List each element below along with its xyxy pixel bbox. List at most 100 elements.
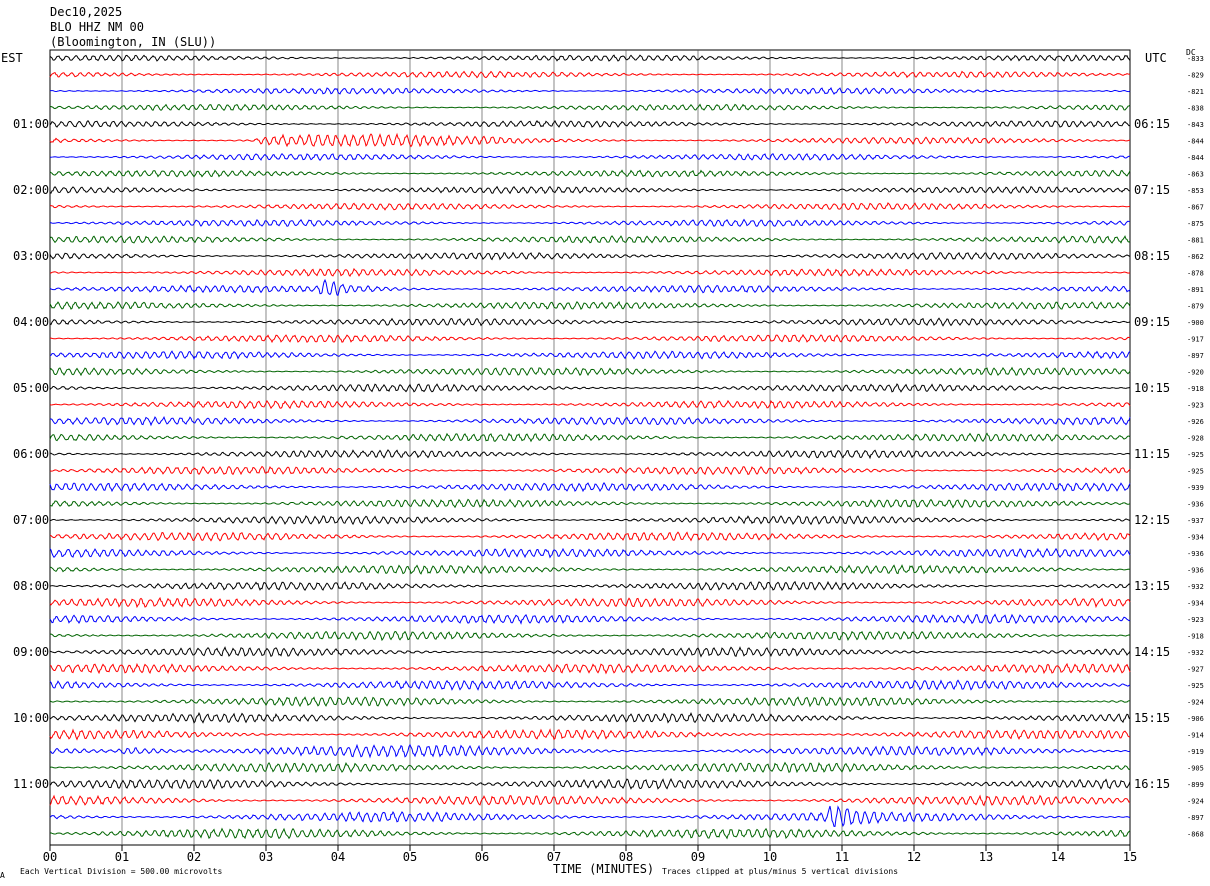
dc-offset-label: -926 <box>1187 418 1204 426</box>
seismic-trace <box>49 70 1131 79</box>
dc-offset-label: -917 <box>1187 336 1204 344</box>
dc-axis-label: DC <box>1186 48 1196 57</box>
dc-offset-label: -875 <box>1187 220 1204 228</box>
est-hour-label: 09:00 <box>13 645 49 659</box>
clip-note: Traces clipped at plus/minus 5 vertical … <box>662 867 899 876</box>
seismic-trace <box>49 778 1131 790</box>
utc-hour-label: 12:15 <box>1134 513 1170 527</box>
dc-offset-label: -923 <box>1187 402 1204 410</box>
est-hour-label: 01:00 <box>13 117 49 131</box>
dc-offset-label: -939 <box>1187 484 1204 492</box>
seismic-trace <box>49 152 1131 161</box>
seismic-trace <box>49 432 1131 443</box>
dc-offset-label: -937 <box>1187 517 1204 525</box>
dc-offset-label: -879 <box>1187 303 1204 311</box>
dc-offset-label: -900 <box>1187 319 1204 327</box>
dc-offset-label: -844 <box>1187 138 1204 146</box>
x-tick-label: 06 <box>475 850 489 864</box>
seismic-trace <box>49 278 1131 297</box>
utc-hour-label: 10:15 <box>1134 381 1170 395</box>
seismic-trace <box>49 761 1131 774</box>
dc-offset-label: -838 <box>1187 105 1204 113</box>
dc-offset-label: -936 <box>1187 501 1204 509</box>
x-tick-label: 14 <box>1051 850 1065 864</box>
seismic-trace <box>49 679 1131 691</box>
dc-offset-label: -862 <box>1187 253 1204 261</box>
dc-offset-label: -906 <box>1187 715 1204 723</box>
dc-offset-label: -897 <box>1187 352 1204 360</box>
utc-hour-label: 14:15 <box>1134 645 1170 659</box>
utc-hour-label: 15:15 <box>1134 711 1170 725</box>
dc-offset-label: -925 <box>1187 682 1204 690</box>
seismic-trace <box>49 630 1131 642</box>
seismic-trace <box>49 251 1131 261</box>
dc-offset-label: -914 <box>1187 732 1204 740</box>
x-tick-label: 13 <box>979 850 993 864</box>
dc-offset-label: -863 <box>1187 171 1204 179</box>
x-tick-label: 08 <box>619 850 633 864</box>
x-tick-label: 01 <box>115 850 129 864</box>
seismic-trace <box>49 728 1131 741</box>
est-hour-label: 11:00 <box>13 777 49 791</box>
seismic-trace <box>49 132 1131 148</box>
seismic-trace <box>49 103 1131 112</box>
est-hour-label: 05:00 <box>13 381 49 395</box>
dc-offset-label: -927 <box>1187 666 1204 674</box>
dc-offset-label: -925 <box>1187 451 1204 459</box>
dc-offset-label: -918 <box>1187 633 1204 641</box>
dc-offset-label: -897 <box>1187 814 1204 822</box>
x-tick-label: 09 <box>691 850 705 864</box>
seismic-trace <box>49 711 1131 724</box>
utc-hour-label: 07:15 <box>1134 183 1170 197</box>
seismic-trace <box>49 366 1131 377</box>
seismic-trace <box>49 515 1131 526</box>
date-label: Dec10,2025 <box>50 5 123 19</box>
x-tick-label: 04 <box>331 850 345 864</box>
seismic-trace <box>49 646 1131 658</box>
dc-offset-label: -934 <box>1187 600 1204 608</box>
utc-hour-label: 08:15 <box>1134 249 1170 263</box>
utc-axis-label: UTC <box>1145 51 1167 65</box>
dc-offset-label: -899 <box>1187 781 1204 789</box>
x-tick-label: 12 <box>907 850 921 864</box>
dc-offset-label: -932 <box>1187 583 1204 591</box>
seismic-trace <box>49 827 1131 840</box>
utc-hour-label: 09:15 <box>1134 315 1170 329</box>
seismic-trace <box>49 86 1131 95</box>
x-axis-title: TIME (MINUTES) <box>553 862 655 876</box>
seismic-trace <box>49 580 1131 591</box>
dc-offset-label: -928 <box>1187 435 1204 443</box>
station-label: BLO HHZ NM 00 <box>50 20 144 34</box>
seismic-trace <box>49 317 1131 327</box>
seismic-trace <box>49 399 1131 410</box>
utc-hour-label: 13:15 <box>1134 579 1170 593</box>
seismic-trace <box>49 119 1131 128</box>
dc-offset-label: -923 <box>1187 616 1204 624</box>
dc-offset-label: -918 <box>1187 385 1204 393</box>
dc-offset-label: -843 <box>1187 121 1204 129</box>
seismic-trace <box>49 498 1131 509</box>
scale-note: Each Vertical Division = 500.00 microvol… <box>20 867 223 876</box>
dc-offset-label: -829 <box>1187 72 1204 80</box>
x-tick-label: 02 <box>187 850 201 864</box>
seismic-trace <box>49 794 1131 807</box>
dc-offset-label: -867 <box>1187 204 1204 212</box>
seismic-trace <box>49 383 1131 393</box>
est-hour-label: 07:00 <box>13 513 49 527</box>
dc-offset-label: -853 <box>1187 187 1204 195</box>
utc-hour-label: 06:15 <box>1134 117 1170 131</box>
est-hour-label: 03:00 <box>13 249 49 263</box>
x-tick-label: 03 <box>259 850 273 864</box>
x-tick-label: 10 <box>763 850 777 864</box>
seismic-trace <box>49 54 1131 62</box>
seismic-trace <box>49 547 1131 559</box>
x-tick-label: 15 <box>1123 850 1137 864</box>
seismic-trace <box>49 185 1131 195</box>
seismic-trace <box>49 805 1131 827</box>
dc-offset-label: -881 <box>1187 237 1204 245</box>
x-tick-label: 00 <box>43 850 57 864</box>
seismic-trace <box>49 169 1131 178</box>
seismic-trace <box>49 531 1131 542</box>
est-hour-label: 08:00 <box>13 579 49 593</box>
